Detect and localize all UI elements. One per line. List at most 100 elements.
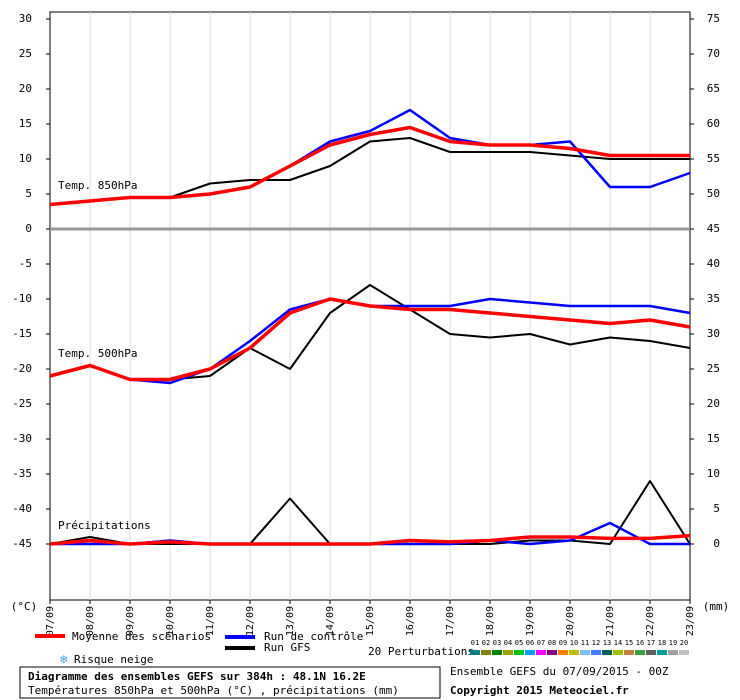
y-tick-label: -15 [12,327,32,340]
y-tick-label: 15 [19,117,32,130]
perturbation-id: 03 [493,639,501,647]
perturbation-swatch [635,650,645,655]
series-line [49,533,691,546]
perturbation-id: 04 [504,639,512,647]
perturbation-swatch [591,650,601,655]
y-tick-label: -30 [12,432,32,445]
y2-tick-label: 35 [707,292,720,305]
perturbation-id: 07 [537,639,545,647]
y2-axis-label: (mm) [703,600,730,613]
perturbation-swatch [580,650,590,655]
x-tick-label: 14/09 [325,606,336,636]
y-tick-label: 30 [19,12,32,25]
x-tick-label: 15/09 [365,606,376,636]
run-info: Ensemble GEFS du 07/09/2015 - 00Z [450,665,669,678]
chart-title: Diagramme des ensembles GEFS sur 384h : … [28,670,366,683]
perturbation-swatch [536,650,546,655]
y2-tick-label: 55 [707,152,720,165]
snow-label: Risque neige [74,653,153,666]
perturbation-swatch [481,650,491,655]
y-tick-label: -45 [12,537,32,550]
y-tick-label: -5 [19,257,32,270]
panel-label: Temp. 850hPa [58,179,137,192]
legend-label: Moyenne des scénarios [72,630,211,643]
copyright: Copyright 2015 Meteociel.fr [450,684,629,697]
x-tick-label: 20/09 [565,606,576,636]
y2-tick-label: 75 [707,12,720,25]
x-tick-label: 08/09 [85,606,96,636]
perturbation-id: 16 [636,639,644,647]
x-tick-label: 18/09 [485,606,496,636]
perturbations-label: 20 Perturbations [368,645,474,658]
y-tick-label: -25 [12,397,32,410]
perturbation-swatch [470,650,480,655]
snow-icon: ❄ [59,653,68,668]
perturbation-swatch [525,650,535,655]
y2-tick-label: 40 [707,257,720,270]
perturbation-id: 08 [548,639,556,647]
panel-label: Précipitations [58,519,151,532]
perturbation-id: 18 [658,639,666,647]
y-tick-label: -10 [12,292,32,305]
x-tick-label: 16/09 [405,606,416,636]
y2-tick-label: 65 [707,82,720,95]
y2-tick-label: 25 [707,362,720,375]
perturbation-swatch [514,650,524,655]
x-tick-label: 10/09 [165,606,176,636]
y-tick-label: -20 [12,362,32,375]
x-tick-label: 09/09 [125,606,136,636]
perturbation-swatch [646,650,656,655]
x-tick-label: 17/09 [445,606,456,636]
series-line [49,297,691,382]
x-tick-label: 19/09 [525,606,536,636]
perturbation-swatch [569,650,579,655]
perturbation-id: 17 [647,639,655,647]
y-tick-label: 0 [25,222,32,235]
info-box [19,666,441,699]
perturbation-swatch [492,650,502,655]
x-tick-label: 22/09 [645,606,656,636]
perturbation-id: 11 [581,639,589,647]
series-line [49,125,690,207]
x-tick-label: 07/09 [45,606,56,636]
y-tick-label: 25 [19,47,32,60]
perturbation-id: 20 [680,639,688,647]
y-tick-label: -35 [12,467,32,480]
legend-label: Run GFS [264,641,310,654]
perturbation-swatch [558,650,568,655]
perturbation-swatch [602,650,612,655]
perturbation-id: 06 [526,639,534,647]
y2-tick-label: 50 [707,187,720,200]
perturbation-id: 10 [570,639,578,647]
x-tick-label: 11/09 [205,606,216,636]
perturbation-id: 05 [515,639,523,647]
y2-tick-label: 15 [707,432,720,445]
perturbation-id: 02 [482,639,490,647]
y2-tick-label: 70 [707,47,720,60]
perturbation-id: 13 [603,639,611,647]
perturbation-id: 15 [625,639,633,647]
perturbation-id: 09 [559,639,567,647]
x-tick-label: 21/09 [605,606,616,636]
y2-tick-label: 20 [707,397,720,410]
y2-tick-label: 5 [713,502,720,515]
perturbation-swatch [613,650,623,655]
perturbation-swatch [547,650,557,655]
y2-tick-label: 60 [707,117,720,130]
y2-tick-label: 45 [707,222,720,235]
perturbation-swatch [624,650,634,655]
x-tick-label: 13/09 [285,606,296,636]
panel-label: Temp. 500hPa [58,347,137,360]
perturbation-id: 12 [592,639,600,647]
y-axis-label: (°C) [11,600,38,613]
perturbation-id: 19 [669,639,677,647]
y2-tick-label: 10 [707,467,720,480]
x-tick-label: 12/09 [245,606,256,636]
y-tick-label: 10 [19,152,32,165]
y2-tick-label: 30 [707,327,720,340]
y-tick-label: 5 [25,187,32,200]
y-tick-label: 20 [19,82,32,95]
legend-label: Run de contrôle [264,630,363,643]
perturbation-id: 14 [614,639,622,647]
